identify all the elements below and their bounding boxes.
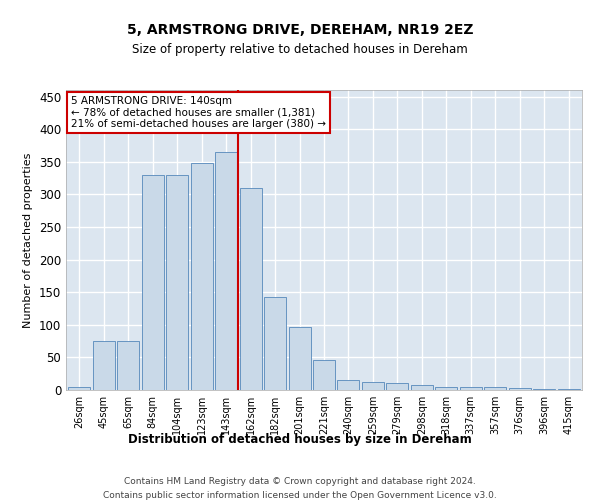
Bar <box>362 382 384 390</box>
Text: 5 ARMSTRONG DRIVE: 140sqm
← 78% of detached houses are smaller (1,381)
21% of se: 5 ARMSTRONG DRIVE: 140sqm ← 78% of detac… <box>71 96 326 129</box>
Bar <box>557 388 580 390</box>
Bar <box>435 386 457 390</box>
Bar <box>191 163 213 390</box>
Bar <box>313 360 335 390</box>
Bar <box>239 188 262 390</box>
Bar <box>166 175 188 390</box>
Bar <box>264 296 286 390</box>
Bar <box>93 341 115 390</box>
Bar <box>386 384 409 390</box>
Y-axis label: Number of detached properties: Number of detached properties <box>23 152 34 328</box>
Bar <box>68 386 91 390</box>
Bar <box>215 152 237 390</box>
Text: 5, ARMSTRONG DRIVE, DEREHAM, NR19 2EZ: 5, ARMSTRONG DRIVE, DEREHAM, NR19 2EZ <box>127 22 473 36</box>
Bar <box>509 388 530 390</box>
Bar <box>337 380 359 390</box>
Text: Contains public sector information licensed under the Open Government Licence v3: Contains public sector information licen… <box>103 491 497 500</box>
Bar <box>118 341 139 390</box>
Bar <box>142 175 164 390</box>
Bar <box>411 385 433 390</box>
Text: Distribution of detached houses by size in Dereham: Distribution of detached houses by size … <box>128 432 472 446</box>
Bar <box>484 388 506 390</box>
Text: Size of property relative to detached houses in Dereham: Size of property relative to detached ho… <box>132 42 468 56</box>
Bar <box>533 388 555 390</box>
Bar <box>289 326 311 390</box>
Bar <box>460 386 482 390</box>
Text: Contains HM Land Registry data © Crown copyright and database right 2024.: Contains HM Land Registry data © Crown c… <box>124 478 476 486</box>
